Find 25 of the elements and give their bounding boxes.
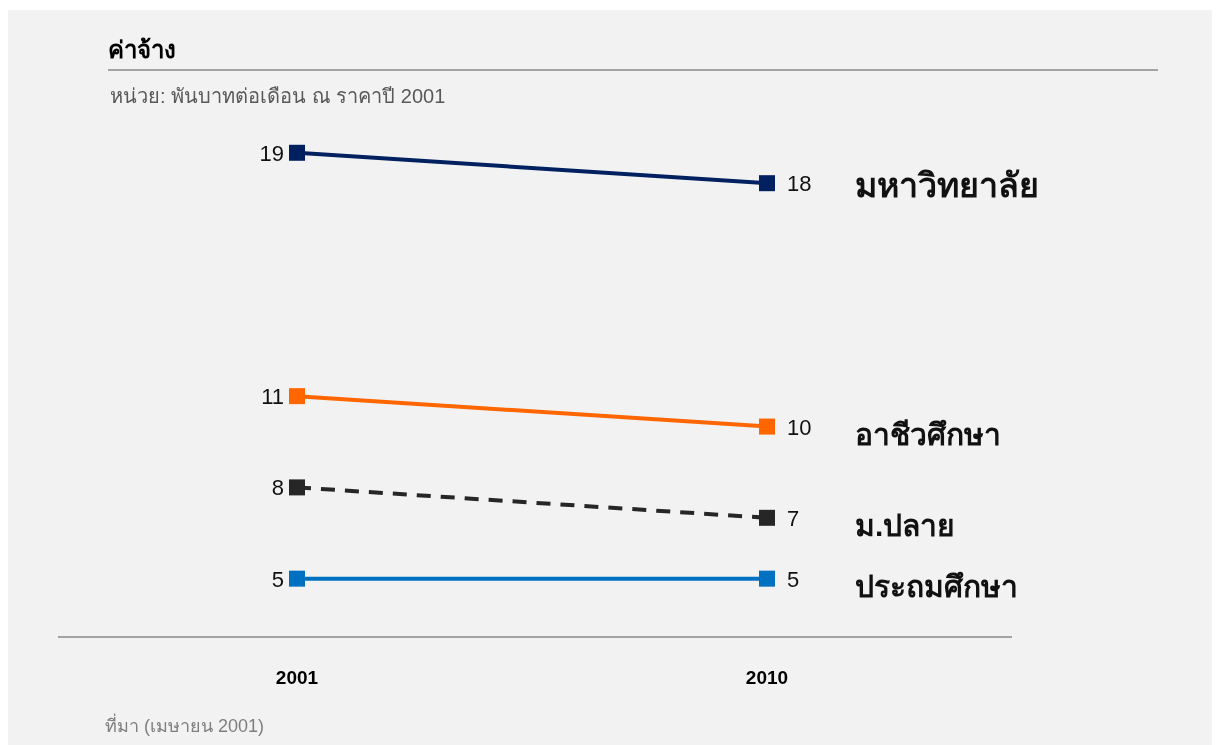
chart-subtitle: หน่วย: พันบาทต่อเดือน ณ ราคาปี 2001: [110, 85, 446, 107]
point: [289, 388, 305, 405]
data-label: 11: [261, 384, 284, 410]
text: ม.ปลาย: [855, 508, 956, 542]
point: [759, 570, 775, 587]
point: [289, 144, 305, 161]
data-label: 18: [787, 171, 812, 197]
data-label: 10: [787, 414, 812, 440]
data-label: 19: [259, 140, 284, 166]
data-label: 5: [271, 566, 284, 592]
text: ประถมศึกษา: [855, 569, 1018, 603]
point: [759, 175, 775, 192]
data-label: 7: [787, 505, 800, 531]
x-tick-label: 2001: [275, 667, 319, 688]
data-label: 8: [271, 475, 284, 501]
point: [289, 570, 305, 587]
data-label: 5: [787, 566, 800, 592]
text: อาชีวศึกษา: [855, 417, 1001, 451]
point: [759, 418, 775, 435]
point: [759, 509, 775, 526]
text: มหาวิทยาลัย: [855, 166, 1039, 205]
x-tick-label: 2010: [745, 667, 789, 688]
text: ที่มา (เมษายน 2001): [105, 713, 265, 736]
chart-title: ค่าจ้าง: [108, 36, 176, 63]
point: [289, 479, 305, 496]
